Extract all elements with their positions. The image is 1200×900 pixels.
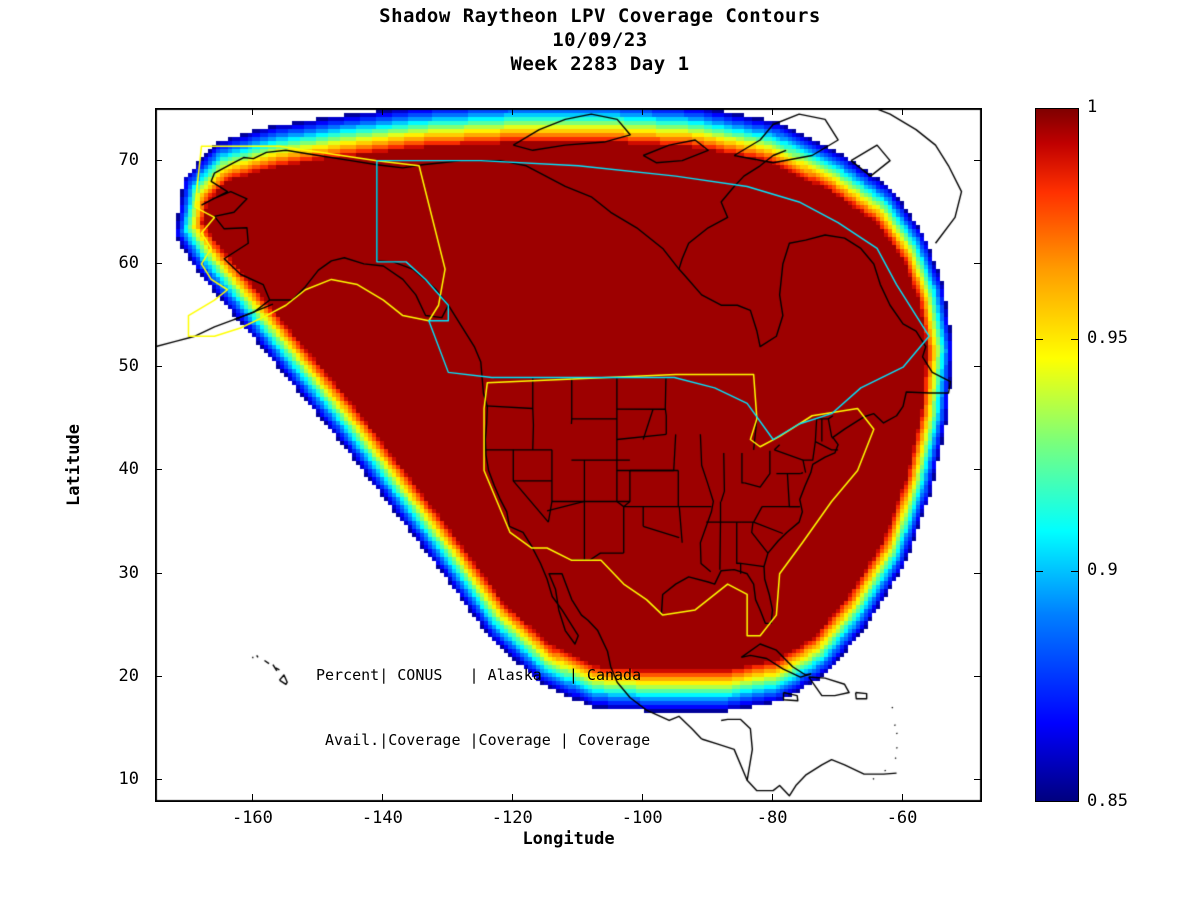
x-axis-tick-label: -60 [886,808,918,828]
y-axis-tick [155,572,162,574]
y-axis-tick [155,469,162,471]
y-axis-tick [155,366,162,368]
colorbar-tick-label: 0.85 [1087,791,1128,811]
y-axis-tick [974,469,981,471]
y-axis-tick-label: 60 [118,252,139,273]
y-axis-tick-label: 10 [118,769,139,790]
stats-header-row-1: Percent| CONUS | Alaska | Canada [316,666,642,684]
y-axis-tick [974,262,981,264]
y-axis-tick-label: 40 [118,459,139,480]
colorbar-tick-label: 0.95 [1087,328,1128,349]
y-axis-tick [155,779,162,781]
y-axis-tick [974,572,981,574]
x-axis-tick [382,794,384,801]
y-axis-tick [974,676,981,678]
y-axis-tick [155,159,162,161]
y-axis-tick [974,159,981,161]
title-line-3: Week 2283 Day 1 [510,53,690,75]
x-axis-tick [902,794,904,801]
colorbar-tick-label: 1 [1087,97,1098,117]
x-axis-title: Longitude [522,829,615,849]
chart-title-block: Shadow Raytheon LPV Coverage Contours 10… [0,4,1200,76]
x-axis-tick [252,108,254,115]
colorbar-tick [1071,339,1079,341]
y-axis-tick-label: 30 [118,562,139,583]
coverage-statistics-table: Percent| CONUS | Alaska | Canada Avail.|… [316,622,651,801]
x-axis-tick [512,108,514,115]
map-plot-area: Percent| CONUS | Alaska | Canada Avail.|… [155,108,982,802]
x-axis-tick-label: -140 [361,808,403,828]
y-axis-tick-label: 70 [118,149,139,170]
x-axis-tick [382,108,384,115]
y-axis-title: Latitude [64,424,84,506]
x-axis-tick-label: -80 [756,808,788,828]
y-axis-tick [155,262,162,264]
x-axis-tick [512,794,514,801]
x-axis-tick-label: -100 [621,808,663,828]
x-axis-tick [252,794,254,801]
title-line-1: Shadow Raytheon LPV Coverage Contours [379,5,821,27]
stats-separator: ------------------------------------- [316,794,650,801]
x-axis-tick [772,108,774,115]
x-axis-tick [642,794,644,801]
stats-header-row-2: Avail.|Coverage |Coverage | Coverage [316,730,651,749]
colorbar-tick [1035,570,1043,572]
y-axis-tick-label: 20 [118,666,139,687]
x-axis-tick-label: -160 [231,808,273,828]
colorbar-tick-label: 0.9 [1087,559,1118,580]
y-axis-tick [974,366,981,368]
y-axis-tick-label: 50 [118,356,139,377]
y-axis-tick [974,779,981,781]
colorbar-tick [1071,570,1079,572]
x-axis-tick [772,794,774,801]
colorbar-gradient [1035,108,1079,802]
title-line-2: 10/09/23 [552,29,648,51]
coverage-contour-canvas [156,109,981,801]
colorbar-container [1035,108,1079,802]
y-axis-tick [155,676,162,678]
x-axis-tick [902,108,904,115]
x-axis-tick-label: -120 [491,808,533,828]
x-axis-tick [642,108,644,115]
colorbar-tick [1035,339,1043,341]
